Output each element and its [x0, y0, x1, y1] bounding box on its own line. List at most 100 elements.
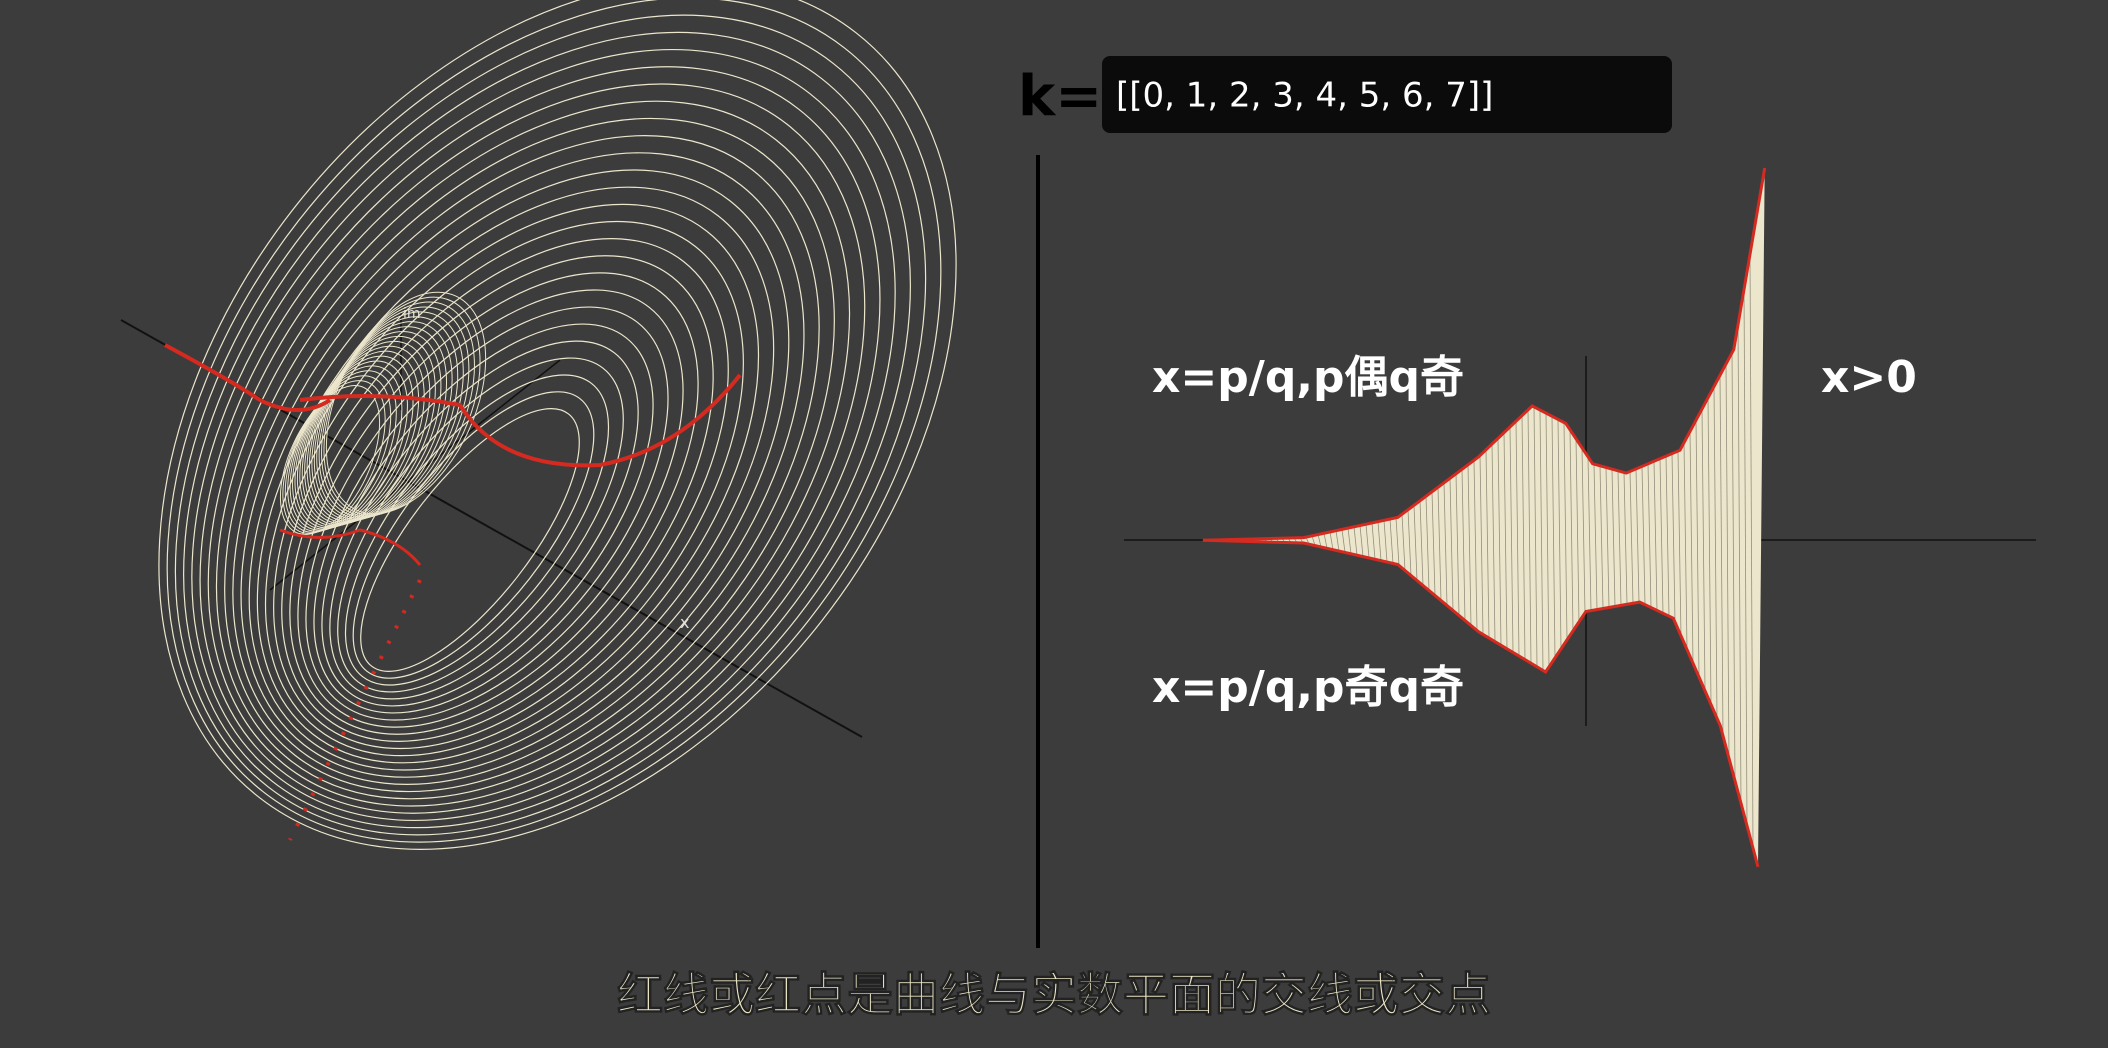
spiral-ring [305, 289, 684, 721]
spiral-ring [166, 0, 942, 843]
hatch-line [1599, 465, 1604, 609]
hatch-line [1683, 442, 1688, 650]
hatch-line [1479, 455, 1484, 635]
envelope-fill [1202, 168, 1765, 867]
hatch-line [1719, 375, 1724, 736]
hatch-line [1641, 466, 1646, 605]
hatch-line [1575, 438, 1580, 622]
spiral-ring [313, 306, 669, 714]
torus-ring [284, 375, 392, 533]
hatch-line [1407, 509, 1412, 576]
hatch-line [1671, 453, 1676, 623]
k-input-value[interactable]: [[0, 1, 2, 3, 4, 5, 6, 7]] [1116, 76, 1493, 116]
hatch-line [1737, 324, 1742, 804]
hatch-line [1581, 447, 1586, 613]
torus-ring [313, 316, 459, 520]
spiral-ring [352, 391, 595, 679]
spiral-ring [360, 408, 580, 672]
spiral-ring [273, 220, 744, 750]
hatch-line [1443, 482, 1448, 606]
red-curve [164, 343, 332, 412]
hatch-line [1497, 438, 1502, 646]
spiral-ring [248, 169, 790, 771]
hatch-line [1569, 429, 1574, 631]
torus-ring [321, 301, 475, 517]
hatch-line [1341, 529, 1346, 553]
plot-2d [1124, 167, 2036, 868]
spiral-ring [174, 14, 927, 836]
hatch-line [1629, 471, 1634, 604]
torus-ring [292, 360, 408, 530]
hatch-line [1413, 505, 1418, 581]
hatch-line [1749, 254, 1754, 849]
hatch-line [1551, 416, 1556, 658]
spiral-ring [199, 66, 881, 814]
torus-ring [289, 365, 403, 531]
hatch-line [1455, 473, 1460, 616]
hatch-line [1521, 415, 1526, 660]
spiral-ring [337, 357, 624, 693]
hatch-line [1395, 517, 1400, 566]
hatch-line [1647, 463, 1652, 608]
hatch-line [1335, 530, 1340, 552]
spiral-ring [207, 83, 866, 807]
hatch-line [1401, 514, 1406, 571]
hatch-line [1743, 289, 1748, 826]
spiral-ring [158, 0, 957, 850]
hatch-line [1527, 409, 1532, 664]
hatch-line [1449, 478, 1454, 611]
torus-ring [318, 306, 470, 518]
hatch-line [1419, 500, 1424, 586]
torus-ring [316, 311, 464, 519]
hatch-line [1329, 531, 1334, 550]
hatch-line [1509, 426, 1514, 653]
hatch-line [1701, 408, 1706, 691]
right-label: x>0 [1821, 352, 1917, 403]
upper-label: x=p/q,p偶q奇 [1152, 352, 1464, 403]
hatch-line [1623, 472, 1628, 605]
hatch-line [1617, 470, 1622, 606]
torus-ring [287, 370, 397, 532]
spiral-ring [191, 49, 896, 821]
spiral-ring [183, 31, 911, 829]
hatch-line [1323, 533, 1328, 549]
hatch-line [1389, 519, 1394, 564]
hatch-line [1539, 409, 1544, 671]
spiral-ring [215, 100, 851, 800]
upper-envelope [1202, 167, 1767, 542]
hatch-line [1557, 419, 1562, 649]
lower-envelope [1202, 538, 1760, 868]
hatch-line [1353, 526, 1358, 556]
spiral [158, 0, 957, 850]
hatching [1209, 254, 1754, 849]
hatch-line [1359, 525, 1364, 557]
hatch-line [1485, 449, 1490, 639]
torus-ring [323, 296, 481, 516]
plot-3d: im x [120, 0, 957, 850]
hatch-line [1431, 491, 1436, 596]
hatch-line [1467, 464, 1472, 626]
hatch-line [1437, 487, 1442, 601]
torus-ring [301, 340, 431, 526]
hatch-line [1725, 363, 1730, 759]
hatch-line [1491, 444, 1496, 642]
torus-ring [299, 345, 425, 527]
hatch-line [1689, 431, 1694, 664]
hatch-line [1347, 528, 1352, 554]
torus-ring [308, 326, 448, 522]
torus-ring [325, 291, 487, 515]
hatch-line [1605, 467, 1610, 608]
lower-label: x=p/q,p奇q奇 [1152, 662, 1464, 713]
hatch-line [1515, 421, 1520, 657]
hatch-line [1707, 397, 1712, 705]
hatch-line [1317, 534, 1322, 548]
k-input-box[interactable] [1102, 56, 1672, 133]
hatch-line [1563, 422, 1568, 640]
hatch-line [1545, 413, 1550, 667]
hatch-line [1653, 461, 1658, 611]
hatch-line [1371, 522, 1376, 560]
spiral-ring [329, 340, 639, 700]
k-label: k= [1018, 64, 1102, 129]
